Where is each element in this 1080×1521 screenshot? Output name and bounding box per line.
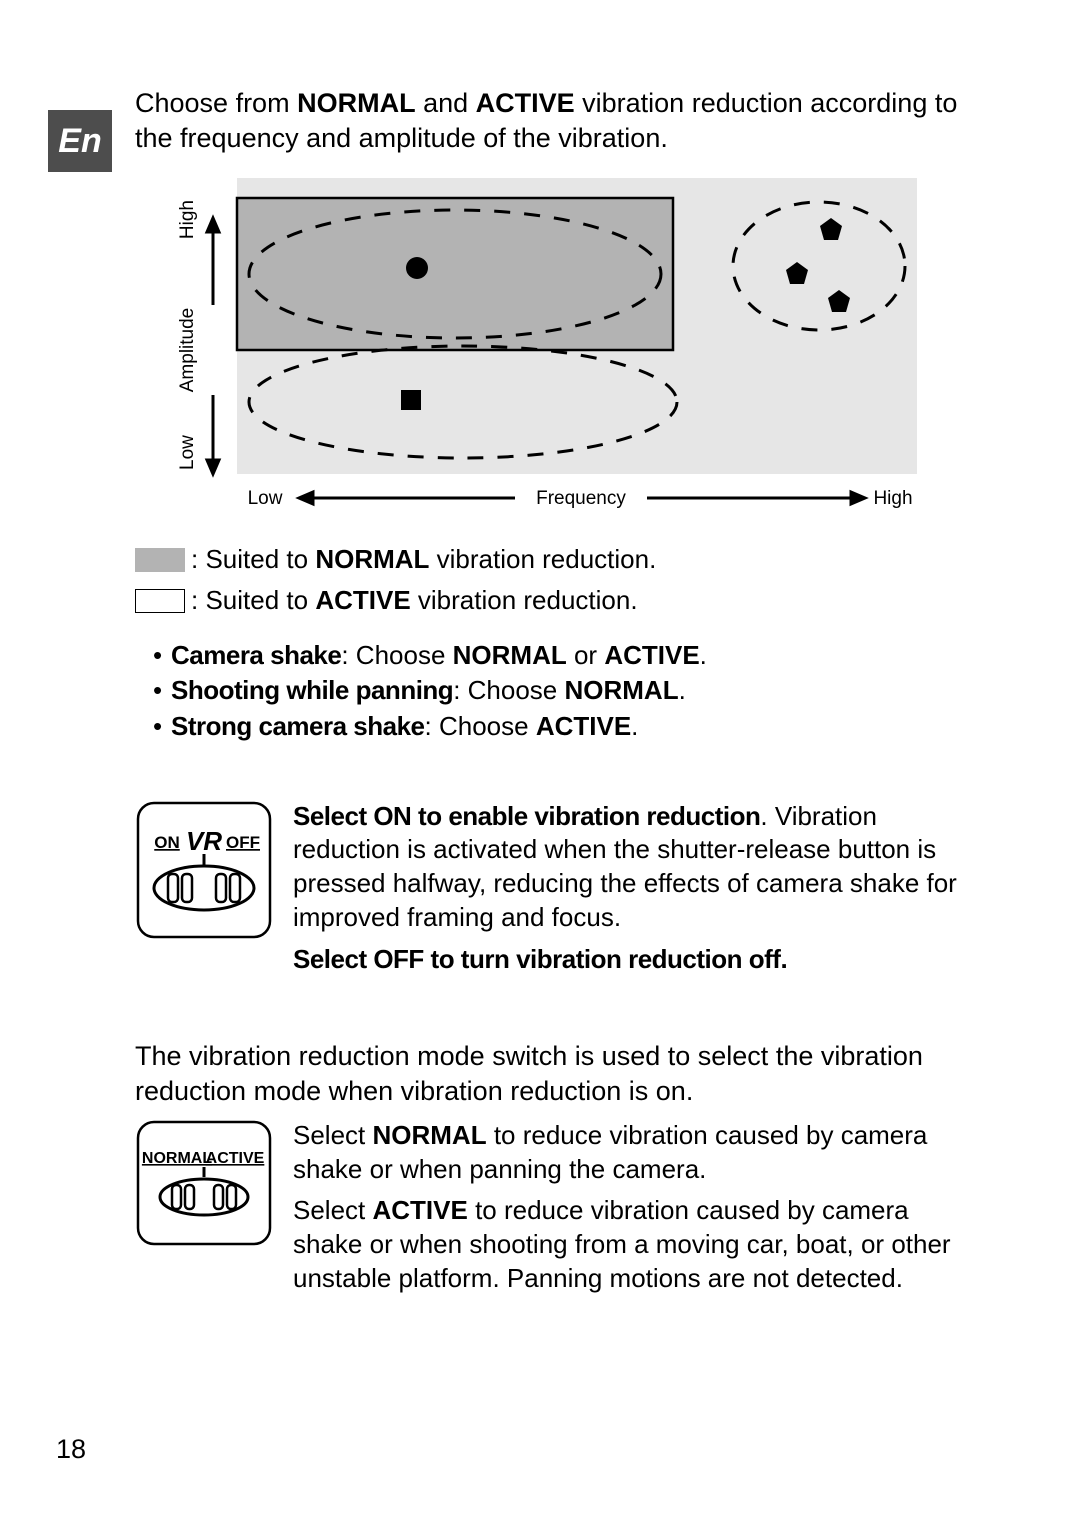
mode-switch-text: Select NORMAL to reduce vibration caused… bbox=[293, 1119, 970, 1304]
vr-switch-text: Select ON to enable vibration reduction.… bbox=[293, 800, 970, 985]
normal-zone bbox=[237, 198, 673, 350]
swatch-active bbox=[135, 589, 185, 613]
x-label-high: High bbox=[873, 488, 912, 509]
mode-intro: The vibration reduction mode switch is u… bbox=[135, 1039, 970, 1109]
bullet-camera-shake: Camera shake: Choose NORMAL or ACTIVE. bbox=[153, 638, 970, 673]
svg-text:ACTIVE: ACTIVE bbox=[206, 1150, 265, 1167]
x-label-frequency: Frequency bbox=[536, 488, 626, 509]
legend-normal: : Suited to NORMAL vibration reduction. bbox=[135, 542, 970, 577]
mode-switch-illustration: NORMAL ACTIVE bbox=[135, 1119, 273, 1252]
vr-switch-section: ON VR OFF Select ON to enable vibration … bbox=[135, 800, 970, 985]
manual-page: En Choose from NORMAL and ACTIVE vibrati… bbox=[0, 0, 1080, 1521]
page-number: 18 bbox=[56, 1434, 86, 1465]
intro-paragraph: Choose from NORMAL and ACTIVE vibration … bbox=[135, 86, 970, 156]
marker-camera-shake bbox=[406, 257, 428, 279]
legend: : Suited to NORMAL vibration reduction. … bbox=[135, 542, 970, 618]
svg-text:NORMAL: NORMAL bbox=[142, 1150, 212, 1167]
swatch-normal bbox=[135, 548, 185, 572]
bullet-strong-shake: Strong camera shake: Choose ACTIVE. bbox=[153, 709, 970, 744]
language-tab: En bbox=[48, 110, 112, 172]
bullet-panning: Shooting while panning: Choose NORMAL. bbox=[153, 673, 970, 708]
svg-text:OFF: OFF bbox=[226, 833, 260, 852]
mode-switch-section: NORMAL ACTIVE Select NORMAL to reduce vi… bbox=[135, 1119, 970, 1304]
y-label-low: Low bbox=[177, 435, 198, 470]
diagram-svg: High Amplitude Low bbox=[171, 170, 931, 510]
language-tab-label: En bbox=[58, 122, 101, 161]
legend-active: : Suited to ACTIVE vibration reduction. bbox=[135, 583, 970, 618]
marker-panning bbox=[401, 390, 421, 410]
recommendation-list: Camera shake: Choose NORMAL or ACTIVE. S… bbox=[135, 638, 970, 743]
y-label-high: High bbox=[177, 200, 198, 239]
svg-text:ON: ON bbox=[154, 833, 180, 852]
x-label-low: Low bbox=[248, 488, 283, 509]
svg-text:VR: VR bbox=[186, 826, 222, 856]
y-label-amplitude: Amplitude bbox=[177, 308, 198, 393]
vr-switch-illustration: ON VR OFF bbox=[135, 800, 273, 945]
vibration-diagram: High Amplitude Low bbox=[171, 170, 931, 510]
